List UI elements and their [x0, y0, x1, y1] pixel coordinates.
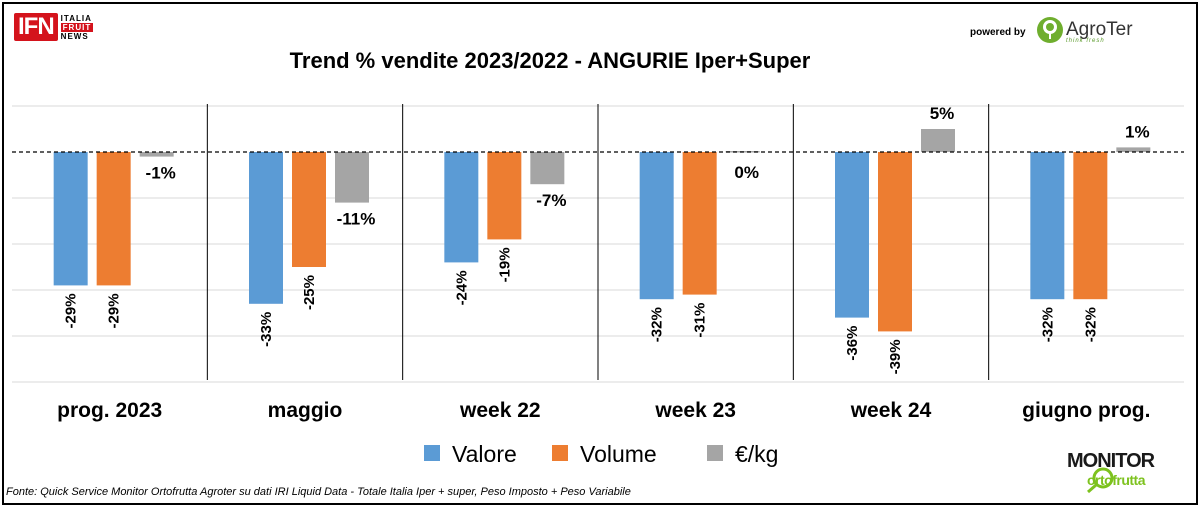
agroter-name: AgroTer: [1066, 19, 1133, 40]
data-label: -7%: [536, 191, 566, 210]
agroter-logo: AgroTer think fresh: [1036, 16, 1133, 44]
powered-by-label: powered by: [970, 27, 1026, 38]
monitor-word: MONITOR: [1067, 450, 1155, 472]
chart-title: Trend % vendite 2023/2022 - ANGURIE Iper…: [289, 48, 811, 73]
ifn-line-3: NEWS: [60, 31, 89, 41]
bar-valore: [639, 152, 674, 300]
data-label: -36%: [844, 326, 861, 361]
category-label: maggio: [268, 399, 343, 422]
data-label: -33%: [258, 312, 275, 347]
legend-swatch: [424, 445, 440, 461]
ifn-line-2: FRUIT: [60, 22, 94, 32]
data-label: -19%: [496, 247, 513, 282]
bar-valore: [53, 152, 88, 286]
source-note: Fonte: Quick Service Monitor Ortofrutta …: [6, 486, 631, 498]
legend-swatch: [552, 445, 568, 461]
bar-price: [1116, 147, 1151, 152]
magnifier-handle: [1087, 483, 1097, 494]
bar-valore: [249, 152, 283, 304]
data-label: -11%: [337, 210, 376, 229]
ifn-logo: IFN ITALIA FRUIT NEWS: [14, 13, 94, 41]
agroter-tagline: think fresh: [1066, 38, 1105, 44]
bar-price: [335, 152, 369, 203]
data-label: -39%: [887, 339, 904, 374]
data-label: -24%: [453, 270, 470, 305]
data-label: -32%: [1039, 307, 1056, 342]
bar-price: [530, 152, 565, 185]
tree-icon: [1037, 17, 1063, 43]
bar-valore: [1030, 152, 1065, 300]
legend-label: Volume: [580, 441, 657, 467]
data-label: -25%: [301, 275, 318, 310]
category-label: giugno prog.: [1022, 399, 1150, 422]
category-label: week 23: [654, 399, 736, 422]
bar-valore: [835, 152, 869, 318]
bar-price: [139, 152, 174, 157]
data-label: -32%: [649, 307, 666, 342]
legend-label: Valore: [452, 441, 517, 467]
category-label: prog. 2023: [57, 399, 162, 422]
data-label: 5%: [930, 104, 955, 123]
ifn-logo-mark: IFN: [14, 13, 58, 41]
data-label: 0%: [734, 163, 759, 182]
category-label: week 22: [459, 399, 541, 422]
data-label: 1%: [1125, 122, 1150, 141]
bar-valore: [444, 152, 479, 263]
data-label: -32%: [1082, 307, 1099, 342]
bar-volume: [96, 152, 131, 286]
magnifier-icon: [1092, 467, 1114, 489]
legend-label: €/kg: [735, 441, 778, 467]
data-label: -1%: [146, 164, 176, 183]
ortofrutta-word: ortofrutta: [1087, 472, 1146, 488]
bar-volume: [292, 152, 326, 267]
bar-volume: [682, 152, 717, 295]
bar-price: [921, 129, 955, 152]
bar-volume: [487, 152, 522, 240]
ifn-line-1: ITALIA: [60, 13, 92, 23]
data-label: -29%: [63, 293, 80, 328]
ifn-logo-subtitle: ITALIA FRUIT NEWS: [60, 13, 94, 41]
legend-swatch: [707, 445, 723, 461]
bar-volume: [878, 152, 912, 332]
category-label: week 24: [850, 399, 932, 422]
monitor-ortofrutta-logo: MONITOR ortofrutta: [1067, 450, 1187, 492]
data-label: -29%: [106, 293, 123, 328]
data-label: -31%: [692, 303, 709, 338]
bar-volume: [1073, 152, 1108, 300]
